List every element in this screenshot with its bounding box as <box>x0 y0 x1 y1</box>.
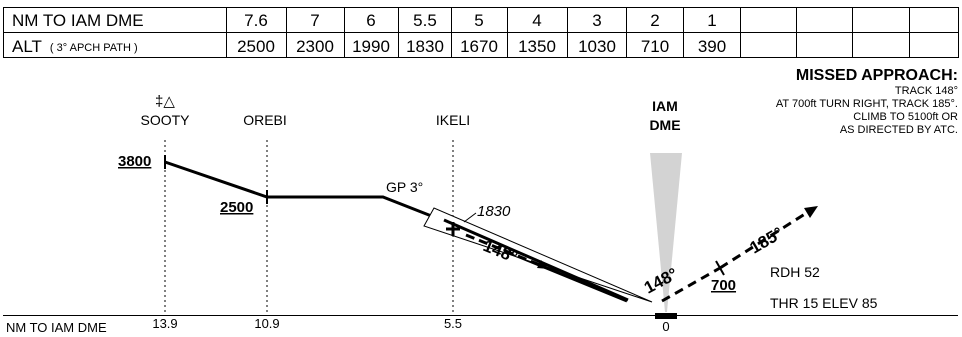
table-cell-altitude: 1990 <box>352 37 390 56</box>
missed-approach-arrowhead <box>804 206 818 218</box>
altitude-label-2500: 2500 <box>220 199 253 216</box>
distance-altitude-table <box>3 7 959 58</box>
final-approach-fix-cross <box>446 222 460 236</box>
missed-approach-title: MISSED APPROACH: <box>796 67 958 84</box>
axis-tick-label: 13.9 <box>152 316 177 331</box>
table-cell-altitude: 390 <box>698 37 726 56</box>
faf-altitude-label: 1830 <box>477 203 511 220</box>
missed-approach-block: MISSED APPROACH: TRACK 148° AT 700ft TUR… <box>776 67 958 136</box>
missed-track-148-line <box>661 266 721 303</box>
track-label-185: 185° <box>747 223 787 257</box>
glidepath-wedge <box>423 207 653 303</box>
threshold-label: THR 15 ELEV 85 <box>770 295 878 311</box>
missed-track-185-line <box>719 210 809 270</box>
table-cell-distance: 6 <box>366 11 375 30</box>
table-cell-distance: 2 <box>650 11 659 30</box>
table-distance-cells: 7.6 7 6 5.5 5 4 3 2 1 <box>244 11 717 30</box>
missed-approach-path <box>661 210 809 303</box>
turn-altitude-label: 700 <box>711 277 736 294</box>
table-cell-distance: 3 <box>592 11 601 30</box>
descent-path-line <box>164 160 435 219</box>
dme-beam-shape <box>650 153 682 312</box>
table-cell-distance: 5 <box>474 11 483 30</box>
table-cell-altitude: 710 <box>641 37 669 56</box>
faf-leader-line <box>463 212 477 223</box>
table-cell-altitude: 1670 <box>460 37 498 56</box>
table-cell-distance: 7 <box>310 11 319 30</box>
rdh-label: RDH 52 <box>770 264 820 280</box>
table-cell-altitude: 2300 <box>296 37 334 56</box>
axis-tick-label: 10.9 <box>254 316 279 331</box>
track-148-arrowhead <box>537 260 549 269</box>
fix-label-sooty: SOOTY <box>140 112 190 128</box>
table-row-label-altitude: ALT( 3° APCH PATH ) <box>12 37 138 56</box>
missed-approach-line: AS DIRECTED BY ATC. <box>840 124 958 136</box>
track-label-148-inbound: 148° <box>481 236 521 267</box>
axis-tick-label: 5.5 <box>444 316 462 331</box>
axis-label: NM TO IAM DME <box>6 320 107 335</box>
track-148-dashed-line <box>465 233 546 269</box>
table-row-label-distance: NM TO IAM DME <box>12 11 144 30</box>
turn-point-tick <box>715 260 725 276</box>
glidepath-core-line <box>443 218 629 302</box>
glidepath-angle-label: GP 3° <box>386 179 423 195</box>
table-cell-altitude: 2500 <box>237 37 275 56</box>
descent-profile <box>164 155 628 303</box>
sooty-fix-symbol: ‡△ <box>155 93 175 110</box>
axis-tick-label: 0 <box>662 319 669 334</box>
altitude-label-3800: 3800 <box>118 153 151 170</box>
missed-approach-line: TRACK 148° <box>895 85 958 97</box>
table-cell-altitude: 1350 <box>518 37 556 56</box>
table-cell-altitude: 1030 <box>578 37 616 56</box>
table-cell-altitude: 1830 <box>406 37 444 56</box>
fix-label-orebi: OREBI <box>243 112 287 128</box>
dme-label-line1: IAM <box>652 98 678 114</box>
missed-approach-line: AT 700ft TURN RIGHT, TRACK 185°. <box>776 98 958 110</box>
table-cell-distance: 4 <box>532 11 541 30</box>
table-cell-distance: 7.6 <box>244 11 268 30</box>
fix-reference-lines <box>164 140 454 316</box>
table-altitude-cells: 2500 2300 1990 1830 1670 1350 1030 710 3… <box>237 37 726 56</box>
dme-label-line2: DME <box>649 117 680 133</box>
table-cell-distance: 1 <box>707 11 716 30</box>
table-cell-distance: 5.5 <box>413 11 437 30</box>
missed-approach-line: CLIMB TO 5100ft OR <box>853 111 958 123</box>
fix-label-ikeli: IKELI <box>436 112 470 128</box>
